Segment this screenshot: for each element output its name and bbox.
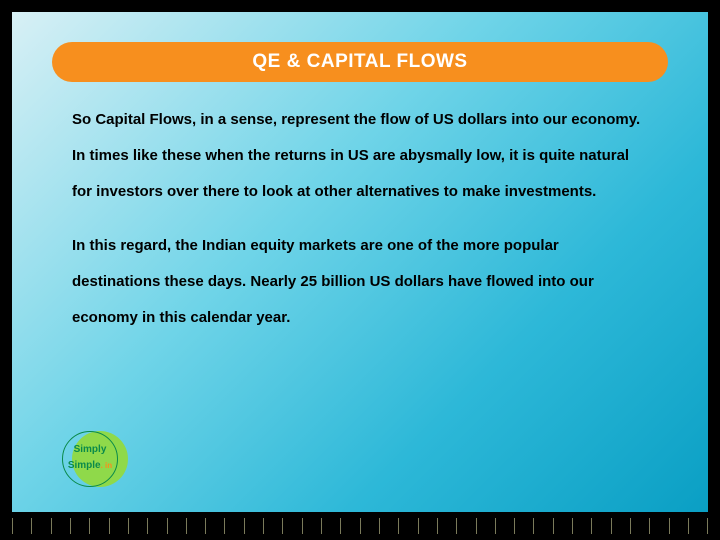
tick-mark	[476, 518, 495, 534]
tick-mark	[31, 518, 50, 534]
tick-mark	[649, 518, 668, 534]
tick-mark	[321, 518, 340, 534]
slide-title: QE & CAPITAL FLOWS	[252, 51, 467, 73]
logo-text-line2-wrap: Simple. in	[68, 455, 112, 473]
tick-mark	[669, 518, 688, 534]
paragraph-2: In this regard, the Indian equity market…	[72, 228, 648, 336]
tick-mark	[302, 518, 321, 534]
tick-mark	[205, 518, 224, 534]
tick-mark	[456, 518, 475, 534]
tick-mark	[360, 518, 379, 534]
tick-mark	[688, 518, 708, 534]
tick-mark	[495, 518, 514, 534]
tick-mark	[553, 518, 572, 534]
tick-mark	[89, 518, 108, 534]
tick-mark	[186, 518, 205, 534]
tick-mark	[418, 518, 437, 534]
paragraph-1: So Capital Flows, in a sense, represent …	[72, 102, 648, 210]
tick-mark	[514, 518, 533, 534]
logo-text-line2: Simple	[68, 460, 101, 471]
logo-outline-circle: Simply Simple. in	[62, 431, 118, 487]
tick-mark	[572, 518, 591, 534]
tick-mark	[147, 518, 166, 534]
tick-mark	[437, 518, 456, 534]
tick-mark	[379, 518, 398, 534]
tick-mark	[398, 518, 417, 534]
tick-mark	[611, 518, 630, 534]
tick-mark	[167, 518, 186, 534]
title-bar: QE & CAPITAL FLOWS	[52, 42, 668, 82]
filmstrip-ticks	[12, 518, 708, 534]
slide-background: QE & CAPITAL FLOWS So Capital Flows, in …	[12, 12, 708, 512]
tick-mark	[12, 518, 31, 534]
logo-text-line1: Simply	[74, 445, 107, 455]
tick-mark	[70, 518, 89, 534]
tick-mark	[282, 518, 301, 534]
tick-mark	[340, 518, 359, 534]
tick-mark	[128, 518, 147, 534]
tick-mark	[244, 518, 263, 534]
content-area: So Capital Flows, in a sense, represent …	[72, 102, 648, 354]
tick-mark	[630, 518, 649, 534]
tick-mark	[109, 518, 128, 534]
tick-mark	[533, 518, 552, 534]
tick-mark	[591, 518, 610, 534]
tick-mark	[224, 518, 243, 534]
logo-suffix: . in	[101, 461, 113, 470]
tick-mark	[51, 518, 70, 534]
tick-mark	[263, 518, 282, 534]
brand-logo: Simply Simple. in	[62, 426, 128, 492]
